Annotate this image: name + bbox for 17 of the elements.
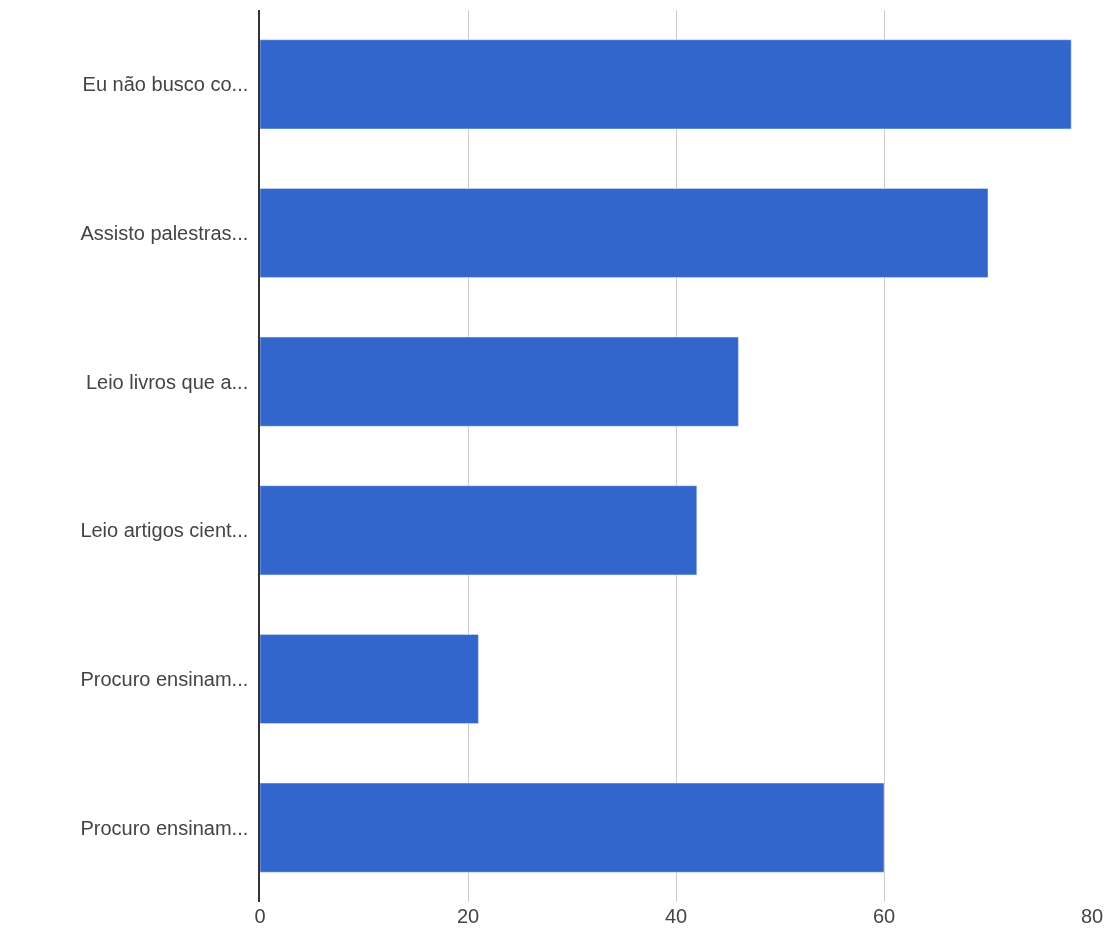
bar: [260, 39, 1072, 130]
y-tick-label: Leio livros que a...: [85, 370, 249, 393]
x-tick-label: 20: [456, 905, 480, 927]
y-tick-label: Assisto palestras...: [80, 222, 249, 244]
bar: [260, 336, 739, 427]
y-tick-label: Procuro ensinam...: [80, 816, 249, 839]
x-tick-label: 80: [1080, 905, 1104, 927]
bar: [260, 782, 885, 873]
y-tick-label: Procuro ensinam...: [80, 668, 249, 690]
bar: [260, 485, 698, 576]
bar: [260, 188, 989, 278]
x-tick-label: 40: [664, 905, 688, 927]
y-tick-label: Eu não busco co...: [82, 73, 249, 96]
bar: [260, 634, 479, 724]
y-tick-label: Leio artigos cient...: [80, 519, 249, 542]
x-tick-label: 60: [872, 905, 896, 927]
x-tick-label: 0: [254, 905, 266, 927]
